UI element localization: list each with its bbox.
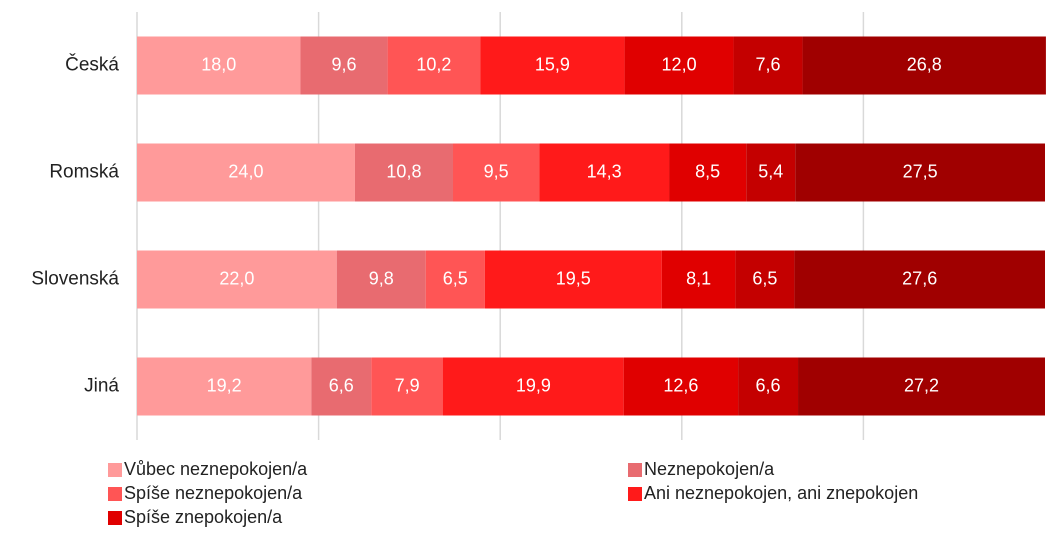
data-label: 19,2	[207, 375, 242, 395]
bar-segment	[480, 36, 625, 95]
bar-segment	[137, 250, 337, 309]
bar-segment	[539, 143, 670, 202]
data-label: 22,0	[219, 268, 254, 288]
bar-segment	[733, 36, 803, 95]
legend-label: Spíše neznepokojen/a	[124, 483, 303, 503]
bar-segment	[735, 250, 795, 309]
y-tick-label: Slovenská	[31, 269, 119, 290]
bar-segment	[669, 143, 747, 202]
data-label: 8,1	[686, 268, 711, 288]
bar-segment	[623, 357, 739, 416]
data-label: 19,5	[556, 268, 591, 288]
bar-segment	[425, 250, 485, 309]
legend-label: Neznepokojen/a	[644, 459, 775, 479]
bar-segment	[484, 250, 662, 309]
data-label: 12,0	[662, 54, 697, 74]
data-label: 14,3	[587, 161, 622, 181]
legend-swatch	[108, 463, 122, 477]
data-label: 15,9	[535, 54, 570, 74]
data-label: 24,0	[228, 161, 263, 181]
bar-segment	[661, 250, 736, 309]
bar-segment	[137, 143, 355, 202]
bar-segment	[311, 357, 372, 416]
bar-segment	[387, 36, 481, 95]
bar-segment	[738, 357, 799, 416]
bar-segment	[798, 357, 1045, 416]
data-label: 5,4	[758, 161, 783, 181]
bar-segment	[746, 143, 796, 202]
legend-swatch	[108, 487, 122, 501]
data-label: 6,5	[443, 268, 468, 288]
data-label: 7,9	[395, 375, 420, 395]
data-label: 12,6	[663, 375, 698, 395]
y-tick-label: Romská	[49, 162, 119, 183]
data-label: 7,6	[756, 54, 781, 74]
data-label: 27,2	[904, 375, 939, 395]
legend-label: Spíše znepokojen/a	[124, 507, 283, 527]
data-label: 6,5	[752, 268, 777, 288]
legend-swatch	[628, 463, 642, 477]
legend-swatch	[628, 487, 642, 501]
data-label: 18,0	[201, 54, 236, 74]
legend-label: Vůbec neznepokojen/a	[124, 459, 308, 479]
y-tick-label: Jiná	[84, 376, 119, 397]
data-label: 6,6	[756, 375, 781, 395]
bar-segment	[137, 36, 301, 95]
data-label: 9,5	[484, 161, 509, 181]
bar-segment	[354, 143, 453, 202]
data-label: 10,8	[386, 161, 421, 181]
data-label: 19,9	[516, 375, 551, 395]
data-label: 9,8	[369, 268, 394, 288]
y-tick-label: Česká	[65, 54, 119, 76]
legend-swatch	[108, 511, 122, 525]
bar-segment	[624, 36, 734, 95]
data-label: 27,5	[903, 161, 938, 181]
bar-segment	[452, 143, 540, 202]
bar-segment	[442, 357, 624, 416]
data-label: 10,2	[416, 54, 451, 74]
data-label: 9,6	[332, 54, 357, 74]
bar-segment	[795, 143, 1045, 202]
bar-segment	[137, 357, 312, 416]
legend-label: Znepokojen/a	[124, 531, 234, 533]
data-label: 26,8	[907, 54, 942, 74]
legend-label: Ani neznepokojen, ani znepokojen	[644, 483, 918, 503]
bar-segment	[300, 36, 388, 95]
bar-segment	[794, 250, 1045, 309]
bar-segment	[371, 357, 443, 416]
bar-segment	[336, 250, 426, 309]
data-label: 27,6	[902, 268, 937, 288]
bar-segment	[802, 36, 1046, 95]
data-label: 6,6	[329, 375, 354, 395]
data-label: 8,5	[695, 161, 720, 181]
